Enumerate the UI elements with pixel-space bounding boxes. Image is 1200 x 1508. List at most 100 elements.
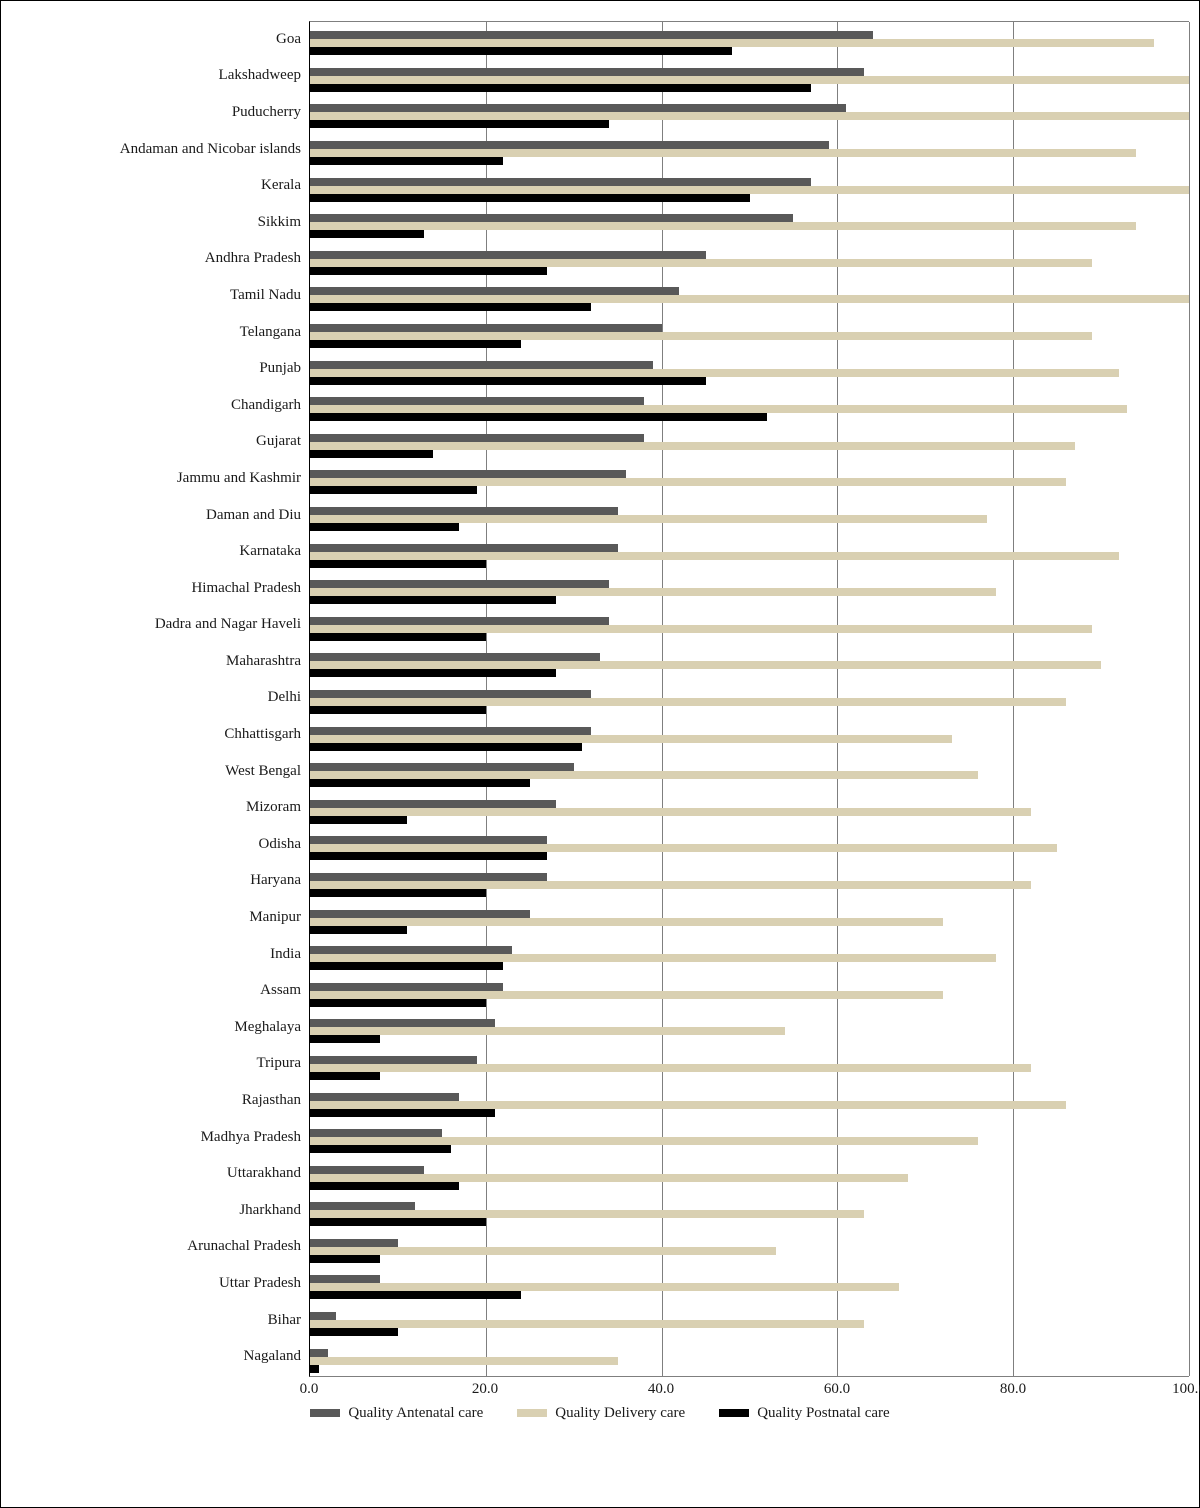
bar-antenatal [310,580,609,588]
bar-delivery [310,369,1119,377]
bar-group [310,571,1189,608]
bar-postnatal [310,889,486,897]
bar-postnatal [310,1072,380,1080]
bar-delivery [310,1027,785,1035]
bar-antenatal [310,214,793,222]
bar-antenatal [310,361,653,369]
bar-postnatal [310,962,503,970]
bar-postnatal [310,633,486,641]
y-label: Haryana [11,863,301,900]
bar-antenatal [310,946,512,954]
bar-postnatal [310,450,433,458]
bar-delivery [310,552,1119,560]
bar-postnatal [310,413,767,421]
bar-group [310,22,1189,59]
bar-delivery [310,259,1092,267]
bar-postnatal [310,706,486,714]
bar-postnatal [310,1255,380,1263]
bar-antenatal [310,690,591,698]
bar-delivery [310,332,1092,340]
bar-antenatal [310,1349,328,1357]
bar-postnatal [310,779,530,787]
y-label: Telangana [11,314,301,351]
bar-antenatal [310,1239,398,1247]
bar-antenatal [310,68,864,76]
bar-group [310,973,1189,1010]
bar-antenatal [310,1312,336,1320]
legend-item: Quality Antenatal care [310,1405,483,1422]
chart-body: GoaLakshadweepPuducherryAndaman and Nico… [11,21,1189,1405]
bar-postnatal [310,1365,319,1373]
x-tick-label: 100.0 [1172,1381,1200,1398]
bar-group [310,315,1189,352]
bar-antenatal [310,324,662,332]
y-label: Karnataka [11,533,301,570]
y-label: Tamil Nadu [11,277,301,314]
bar-antenatal [310,1202,415,1210]
bar-delivery [310,918,943,926]
y-label: Assam [11,972,301,1009]
bar-antenatal [310,434,644,442]
bar-delivery [310,1320,864,1328]
y-label: Gujarat [11,424,301,461]
bar-group [310,717,1189,754]
bar-delivery [310,844,1057,852]
bar-antenatal [310,873,547,881]
bar-delivery [310,39,1154,47]
bar-postnatal [310,84,811,92]
bar-postnatal [310,1291,521,1299]
bar-group [310,1047,1189,1084]
bar-postnatal [310,852,547,860]
bar-postnatal [310,1109,495,1117]
bar-delivery [310,735,952,743]
bar-postnatal [310,560,486,568]
bar-delivery [310,186,1189,194]
chart-container: GoaLakshadweepPuducherryAndaman and Nico… [0,0,1200,1508]
y-axis-labels: GoaLakshadweepPuducherryAndaman and Nico… [11,21,309,1405]
bar-group [310,278,1189,315]
bar-group [310,1120,1189,1157]
bar-postnatal [310,340,521,348]
bar-delivery [310,808,1031,816]
y-label: Jharkhand [11,1192,301,1229]
bar-postnatal [310,669,556,677]
bar-postnatal [310,230,424,238]
y-label: Andhra Pradesh [11,241,301,278]
bar-delivery [310,149,1136,157]
bar-group [310,242,1189,279]
bar-group [310,461,1189,498]
bar-postnatal [310,523,459,531]
bar-group [310,1156,1189,1193]
bar-antenatal [310,617,609,625]
bar-delivery [310,1357,618,1365]
bar-antenatal [310,31,873,39]
bar-group [310,95,1189,132]
bar-delivery [310,698,1066,706]
bar-postnatal [310,1218,486,1226]
bar-delivery [310,625,1092,633]
bar-group [310,1303,1189,1340]
y-label: Dadra and Nagar Haveli [11,607,301,644]
bar-postnatal [310,486,477,494]
y-label: Kerala [11,167,301,204]
legend-swatch [517,1409,547,1417]
y-label: Madhya Pradesh [11,1119,301,1156]
bar-group [310,132,1189,169]
bar-delivery [310,405,1127,413]
x-tick-label: 40.0 [648,1381,674,1398]
bar-group [310,59,1189,96]
bar-delivery [310,588,996,596]
legend-swatch [719,1409,749,1417]
legend-item: Quality Delivery care [517,1405,685,1422]
bar-postnatal [310,1145,451,1153]
y-label: Odisha [11,826,301,863]
bar-delivery [310,661,1101,669]
bar-postnatal [310,1182,459,1190]
bar-postnatal [310,194,750,202]
bar-group [310,644,1189,681]
bar-postnatal [310,816,407,824]
legend-item: Quality Postnatal care [719,1405,889,1422]
bar-postnatal [310,303,591,311]
y-label: Delhi [11,680,301,717]
plot-column: 0.020.040.060.080.0100.0 [309,21,1189,1405]
